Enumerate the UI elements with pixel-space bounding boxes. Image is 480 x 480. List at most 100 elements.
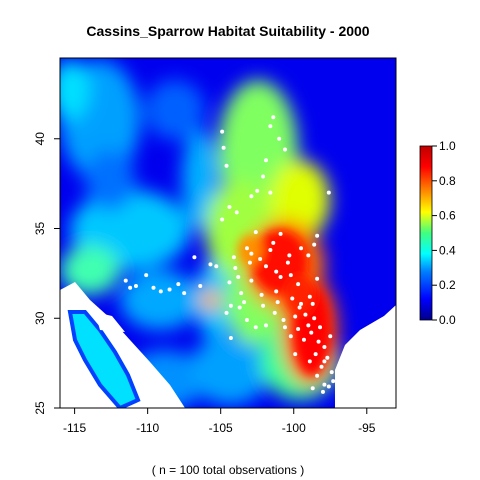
- observation-point: [306, 253, 311, 258]
- observation-point: [274, 289, 279, 294]
- observation-point: [319, 364, 324, 369]
- y-tick-label: 30: [33, 311, 47, 325]
- observation-point: [281, 318, 286, 323]
- observation-point: [307, 294, 312, 299]
- colorbar-tick-label: 0.4: [439, 243, 456, 257]
- observation-point: [282, 147, 287, 152]
- observation-point: [258, 257, 263, 262]
- observation-point: [247, 260, 252, 265]
- observation-point: [224, 310, 229, 315]
- y-tick-label: 40: [33, 132, 47, 146]
- x-tick-label: -105: [209, 421, 233, 435]
- colorbar-tick-label: 0.0: [439, 313, 456, 327]
- observation-point: [255, 188, 260, 193]
- observation-point: [288, 334, 293, 339]
- observation-point: [261, 174, 266, 179]
- observation-point: [277, 136, 282, 141]
- observation-point: [322, 382, 327, 387]
- observation-point: [249, 278, 254, 283]
- observation-point: [306, 323, 311, 328]
- observation-point: [263, 264, 268, 269]
- observation-point: [249, 251, 254, 256]
- observation-point: [158, 289, 163, 294]
- observation-point: [253, 230, 258, 235]
- observation-point: [234, 210, 239, 215]
- observation-point: [192, 255, 197, 260]
- observation-point: [244, 246, 249, 251]
- observation-point: [268, 124, 273, 129]
- colorbar-tick-label: 0.6: [439, 209, 456, 223]
- observation-point: [326, 190, 331, 195]
- observation-point: [271, 115, 276, 120]
- x-axis: -115 -110 -105 -100 -95: [63, 407, 376, 435]
- observation-point: [167, 287, 172, 292]
- observation-point: [274, 269, 279, 274]
- observation-point: [313, 352, 318, 357]
- observation-point: [325, 355, 330, 360]
- chart-title: Cassins_Sparrow Habitat Suitability - 20…: [86, 23, 369, 39]
- observation-point: [227, 204, 232, 209]
- observation-point: [331, 379, 336, 384]
- observation-point: [259, 292, 264, 297]
- observation-point: [310, 386, 315, 391]
- observation-point: [278, 274, 283, 279]
- x-tick-label: -95: [358, 421, 376, 435]
- observation-point: [310, 301, 315, 306]
- caption: ( n = 100 total observations ): [152, 463, 304, 477]
- observation-point: [233, 266, 238, 270]
- colorbar-tick-label: 0.8: [439, 174, 456, 188]
- observation-point: [296, 282, 301, 287]
- observation-point: [318, 325, 323, 330]
- observation-point: [268, 190, 273, 195]
- observation-point: [231, 255, 236, 260]
- observation-point: [326, 384, 331, 389]
- colorbar-tick-label: 0.2: [439, 278, 456, 292]
- colorbar-ticks: 0.0 0.2 0.4 0.6 0.8 1.0: [432, 139, 456, 327]
- observation-point: [297, 305, 302, 310]
- observation-point: [182, 291, 187, 296]
- observation-point: [299, 301, 304, 306]
- observation-point: [263, 323, 268, 328]
- observation-point: [239, 291, 244, 296]
- observation-point: [224, 163, 229, 168]
- observation-point: [237, 305, 242, 310]
- observation-point: [278, 231, 283, 236]
- observation-point: [221, 145, 226, 150]
- observation-point: [275, 300, 280, 305]
- observation-point: [282, 325, 287, 330]
- observation-point: [315, 373, 320, 378]
- observation-point: [293, 314, 298, 319]
- observation-point: [268, 248, 273, 253]
- observation-point: [271, 240, 276, 245]
- observation-point: [261, 303, 266, 308]
- x-tick-label: -100: [282, 421, 306, 435]
- observation-point: [144, 273, 149, 278]
- observation-point: [299, 246, 304, 251]
- observation-point: [307, 359, 312, 364]
- observation-point: [320, 389, 325, 394]
- observation-point: [227, 280, 232, 285]
- observation-point: [220, 129, 225, 134]
- observation-point: [303, 312, 308, 317]
- y-axis: 25 30 35 40: [33, 132, 60, 415]
- observation-point: [236, 274, 241, 279]
- observation-point: [309, 330, 314, 335]
- observation-point: [296, 327, 301, 332]
- observation-point: [301, 337, 306, 342]
- observation-point: [312, 242, 317, 247]
- observation-point: [249, 194, 254, 199]
- observation-point: [329, 370, 334, 375]
- colorbar: [419, 145, 433, 321]
- observation-point: [123, 278, 128, 283]
- colorbar-tick-label: 1.0: [439, 139, 456, 153]
- observation-point: [287, 253, 292, 258]
- observation-point: [208, 262, 213, 267]
- observation-point: [263, 158, 268, 163]
- x-tick-label: -110: [136, 421, 159, 435]
- observation-point: [285, 260, 290, 265]
- observation-point: [176, 282, 181, 287]
- observation-point: [244, 318, 249, 323]
- y-tick-label: 25: [33, 401, 47, 415]
- heatmap: [60, 58, 396, 408]
